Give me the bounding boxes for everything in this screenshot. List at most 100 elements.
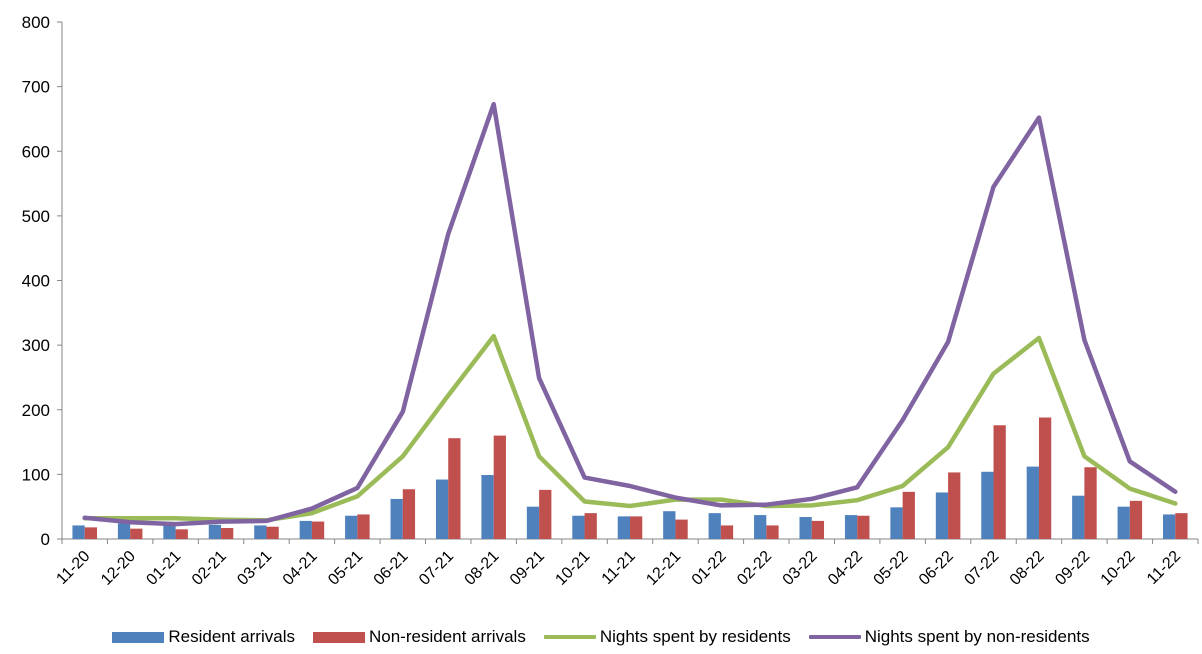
x-tick-label: 10-22	[1098, 548, 1139, 589]
x-tick-label: 11-20	[53, 548, 93, 588]
bar-resident-arrivals	[72, 525, 85, 539]
x-tick-label: 08-21	[462, 548, 503, 589]
line-nights-spent-by-non-residents	[82, 101, 1178, 527]
bar-non-resident-arrivals	[720, 525, 734, 539]
x-tick-label: 09-21	[507, 548, 548, 589]
bar-non-resident-arrivals	[175, 529, 188, 539]
bar-resident-arrivals	[708, 513, 721, 539]
x-tick-label: 06-21	[371, 548, 412, 589]
bar-non-resident-arrivals	[857, 515, 870, 539]
bar-non-resident-arrivals	[539, 489, 552, 539]
y-tick-label: 700	[22, 78, 50, 97]
bar-resident-arrivals	[935, 492, 949, 539]
x-tick-label: 01-21	[143, 548, 184, 589]
bar-non-resident-arrivals	[357, 514, 370, 539]
bar-resident-arrivals	[481, 475, 494, 539]
bar-resident-arrivals	[890, 507, 903, 539]
legend-item-nights-non-residents: Nights spent by non-residents	[808, 627, 1090, 647]
bar-resident-arrivals	[526, 506, 540, 539]
y-tick-label: 600	[22, 142, 50, 161]
bar-non-resident-arrivals	[993, 425, 1006, 539]
bar-non-resident-arrivals	[902, 491, 915, 539]
legend-item-non-resident-arrivals: Non-resident arrivals	[312, 627, 526, 647]
bar-resident-arrivals	[617, 516, 630, 539]
x-tick-label: 10-21	[552, 548, 593, 589]
x-tick-label: 07-22	[961, 548, 1002, 589]
legend-swatch-nights-residents	[543, 635, 596, 639]
bar-non-resident-arrivals	[584, 513, 597, 539]
x-tick-label: 12-21	[643, 548, 684, 589]
bar-resident-arrivals	[163, 524, 176, 539]
bar-non-resident-arrivals	[675, 519, 688, 539]
legend-swatch-resident-arrivals	[112, 631, 165, 643]
bar-resident-arrivals	[345, 515, 358, 539]
y-tick-label: 300	[22, 336, 50, 355]
combo-chart: 0 100 200 300 400 500 600 700 800 11-20 12-20 01-21…	[22, 13, 1199, 589]
y-tick-label: 100	[22, 465, 50, 484]
x-tick-label: 12-20	[98, 548, 139, 589]
bar-resident-arrivals	[117, 523, 131, 539]
legend-label-non-resident-arrivals: Non-resident arrivals	[368, 627, 526, 646]
legend-swatch-nights-non-residents	[808, 635, 861, 639]
x-tick-label: 02-21	[189, 548, 230, 589]
legend-label-nights-residents: Nights spent by residents	[599, 627, 791, 646]
y-tick-label: 400	[22, 272, 50, 291]
x-tick-label: 03-22	[780, 548, 821, 589]
bar-non-resident-arrivals	[948, 472, 961, 539]
y-tick-label: 0	[41, 530, 50, 549]
x-tick-label: 08-22	[1007, 548, 1048, 589]
line-nights-spent-by-residents	[82, 333, 1178, 523]
bar-non-resident-arrivals	[1129, 500, 1143, 539]
bar-resident-arrivals	[799, 517, 812, 539]
x-tick-label: 05-22	[871, 548, 912, 589]
bar-resident-arrivals	[1072, 495, 1085, 539]
x-tick-label: 01-22	[689, 548, 730, 589]
bar-resident-arrivals	[1026, 466, 1039, 539]
bar-resident-arrivals	[754, 515, 767, 539]
x-tick-label: 03-21	[234, 548, 275, 589]
x-tick-label: 02-22	[734, 548, 775, 589]
x-tick-label: 07-21	[416, 548, 457, 589]
bar-non-resident-arrivals	[448, 438, 461, 539]
bar-non-resident-arrivals	[402, 489, 416, 539]
bar-non-resident-arrivals	[84, 527, 97, 539]
bar-resident-arrivals	[663, 511, 676, 539]
bar-non-resident-arrivals	[311, 521, 325, 539]
bar-non-resident-arrivals	[221, 528, 234, 539]
legend-swatch-non-resident-arrivals	[312, 631, 365, 643]
legend-item-nights-residents: Nights spent by residents	[543, 627, 791, 647]
bar-non-resident-arrivals	[1175, 513, 1188, 539]
chart-legend: Resident arrivals Non-resident arrivals …	[0, 624, 1202, 650]
legend-label-nights-non-residents: Nights spent by non-residents	[864, 627, 1090, 646]
legend-item-resident-arrivals: Resident arrivals	[112, 627, 295, 647]
y-tick-label: 500	[22, 207, 50, 226]
bar-non-resident-arrivals	[1038, 417, 1052, 539]
bar-resident-arrivals	[299, 520, 312, 539]
bar-resident-arrivals	[1163, 514, 1176, 539]
y-tick-label: 800	[22, 13, 50, 32]
bar-resident-arrivals	[208, 524, 222, 539]
bar-non-resident-arrivals	[766, 525, 779, 539]
bar-resident-arrivals	[254, 525, 267, 539]
bar-resident-arrivals	[1117, 506, 1130, 539]
bar-non-resident-arrivals	[266, 526, 279, 539]
bar-resident-arrivals	[572, 515, 585, 539]
x-tick-label: 06-22	[916, 548, 957, 589]
bar-resident-arrivals	[981, 471, 994, 539]
x-tick-label: 05-21	[325, 548, 366, 589]
bar-non-resident-arrivals	[630, 516, 643, 539]
bar-non-resident-arrivals	[130, 528, 143, 539]
x-tick-label: 11-22	[1144, 548, 1184, 588]
bar-resident-arrivals	[390, 498, 403, 539]
bar-non-resident-arrivals	[1084, 467, 1097, 539]
x-tick-label: 04-21	[280, 548, 321, 589]
bar-non-resident-arrivals	[493, 435, 506, 539]
x-tick-label: 04-22	[825, 548, 866, 589]
x-tick-label: 09-22	[1052, 548, 1093, 589]
y-tick-label: 200	[22, 401, 50, 420]
bar-resident-arrivals	[435, 479, 449, 539]
bar-non-resident-arrivals	[811, 520, 825, 539]
legend-label-resident-arrivals: Resident arrivals	[168, 627, 295, 646]
bar-resident-arrivals	[844, 515, 858, 539]
